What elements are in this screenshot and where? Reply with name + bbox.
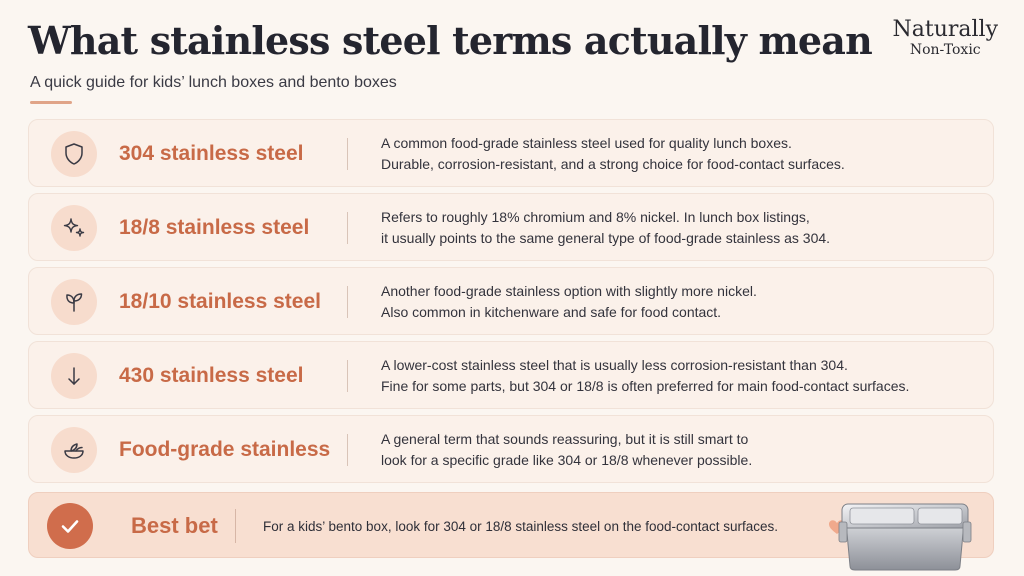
description-line: Refers to roughly 18% chromium and 8% ni…: [381, 209, 810, 225]
description-line: Another food-grade stainless option with…: [381, 283, 757, 299]
brand-logo-bottom: Non-Toxic: [909, 42, 981, 58]
description-line: it usually points to the same general ty…: [381, 230, 831, 246]
check-icon: [47, 503, 93, 549]
term-description: Another food-grade stainless option with…: [381, 268, 981, 336]
description-line: A lower-cost stainless steel that is usu…: [381, 357, 848, 373]
description-line: look for a specific grade like 304 or 18…: [381, 452, 753, 468]
row-divider: [347, 138, 348, 170]
term-row: 430 stainless steel A lower-cost stainle…: [28, 341, 994, 409]
term-row: 304 stainless steel A common food-grade …: [28, 119, 994, 187]
brand-logo-top: Naturally: [892, 17, 998, 42]
subtitle-underline: [30, 101, 72, 104]
term-row: 18/8 stainless steel Refers to roughly 1…: [28, 193, 994, 261]
shield-icon: [51, 131, 97, 177]
sparkle-icon: [51, 205, 97, 251]
row-divider: [347, 286, 348, 318]
page-title: What stainless steel terms actually mean: [28, 18, 873, 63]
term-label: Food-grade stainless: [119, 438, 331, 461]
term-row: 18/10 stainless steel Another food-grade…: [28, 267, 994, 335]
arrow-down-icon: [51, 353, 97, 399]
description-line: Also common in kitchenware and safe for …: [381, 304, 722, 320]
term-description: A general term that sounds reassuring, b…: [381, 416, 981, 484]
best-bet-divider: [235, 509, 236, 543]
page-subtitle: A quick guide for kids’ lunch boxes and …: [30, 74, 397, 91]
lunch-box-illustration: [838, 503, 972, 571]
brand-logo: Naturally Non-Toxic: [892, 17, 998, 59]
term-label: 304 stainless steel: [119, 142, 304, 165]
best-bet-banner: Best bet For a kids’ bento box, look for…: [28, 492, 994, 558]
term-label: 430 stainless steel: [119, 364, 304, 387]
term-description: A lower-cost stainless steel that is usu…: [381, 342, 981, 410]
term-label: 18/10 stainless steel: [119, 290, 321, 313]
bowl-icon: [51, 427, 97, 473]
description-line: A common food-grade stainless steel used…: [381, 135, 792, 151]
term-row: Food-grade stainless A general term that…: [28, 415, 994, 483]
leaf-icon: [51, 279, 97, 325]
row-divider: [347, 434, 348, 466]
row-divider: [347, 360, 348, 392]
term-label: 18/8 stainless steel: [119, 216, 310, 239]
term-description: A common food-grade stainless steel used…: [381, 120, 981, 188]
description-line: Durable, corrosion-resistant, and a stro…: [381, 156, 845, 172]
term-description: Refers to roughly 18% chromium and 8% ni…: [381, 194, 981, 262]
row-divider: [347, 212, 348, 244]
description-line: Fine for some parts, but 304 or 18/8 is …: [381, 378, 910, 394]
description-line: A general term that sounds reassuring, b…: [381, 431, 749, 447]
best-bet-text: For a kids’ bento box, look for 304 or 1…: [263, 518, 779, 534]
best-bet-label: Best bet: [131, 513, 218, 538]
